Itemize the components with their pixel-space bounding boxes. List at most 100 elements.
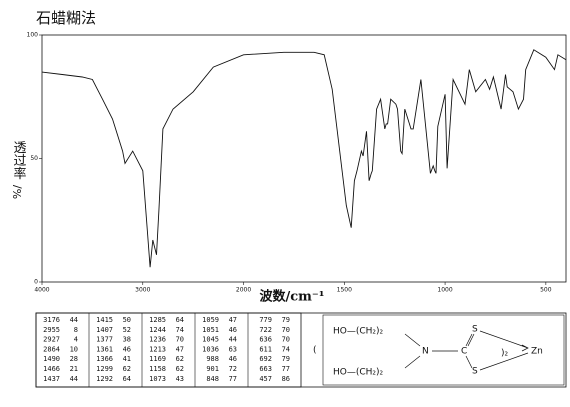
table-wavenumber: 1366 [96, 355, 113, 363]
table-intensity: 43 [176, 375, 184, 383]
table-intensity: 41 [123, 355, 131, 363]
table-intensity: 44 [70, 316, 78, 324]
structure-text: Zn [531, 347, 543, 357]
table-wavenumber: 611 [259, 345, 272, 353]
x-tick-label: 1000 [437, 287, 452, 294]
table-wavenumber: 1466 [43, 365, 60, 373]
table-wavenumber: 1236 [149, 336, 166, 344]
table-wavenumber: 848 [206, 375, 219, 383]
x-tick-label: 1500 [337, 287, 352, 294]
table-intensity: 46 [229, 326, 237, 334]
y-axis-label: 透过率 [11, 141, 27, 180]
table-intensity: 86 [282, 375, 290, 383]
table-wavenumber: 901 [206, 365, 219, 373]
table-wavenumber: 1292 [96, 375, 113, 383]
y-tick-label: 0 [34, 279, 38, 286]
table-intensity: 44 [229, 336, 237, 344]
table-intensity: 46 [229, 355, 237, 363]
table-wavenumber: 779 [259, 316, 272, 324]
structure-text: ( [313, 346, 317, 356]
table-wavenumber: 2927 [43, 336, 60, 344]
spectrum-line [41, 49, 567, 268]
structure-text: S [472, 325, 478, 335]
table-wavenumber: 1059 [202, 316, 219, 324]
table-wavenumber: 1051 [202, 326, 219, 334]
table-wavenumber: 1415 [96, 316, 113, 324]
table-intensity: 62 [123, 365, 131, 373]
table-intensity: 79 [282, 316, 290, 324]
table-intensity: 64 [123, 375, 131, 383]
table-wavenumber: 692 [259, 355, 272, 363]
table-intensity: 28 [70, 355, 78, 363]
table-intensity: 50 [123, 316, 131, 324]
table-wavenumber: 3176 [43, 316, 60, 324]
table-intensity: 62 [176, 355, 184, 363]
y-tick-label: 100 [27, 32, 39, 39]
y-axis-unit: %/ [11, 185, 24, 199]
table-intensity: 10 [70, 345, 78, 353]
table-intensity: 44 [70, 375, 78, 383]
table-intensity: 62 [176, 365, 184, 373]
table-wavenumber: 2955 [43, 326, 60, 334]
table-intensity: 52 [123, 326, 131, 334]
table-wavenumber: 457 [259, 375, 272, 383]
table-intensity: 64 [176, 316, 184, 324]
table-wavenumber: 2864 [43, 345, 60, 353]
plot-frame [41, 34, 567, 283]
table-intensity: 74 [282, 345, 290, 353]
structure-text: HO—(CH₂)₂ [333, 368, 384, 378]
table-intensity: 63 [229, 345, 237, 353]
table-intensity: 8 [74, 326, 78, 334]
table-wavenumber: 1169 [149, 355, 166, 363]
structure-text: S [472, 367, 478, 377]
x-tick-label: 500 [540, 287, 552, 294]
table-intensity: 4 [74, 336, 78, 344]
table-wavenumber: 1073 [149, 375, 166, 383]
table-intensity: 38 [123, 336, 131, 344]
x-axis-label: 波数/cm⁻¹ [260, 289, 325, 305]
table-intensity: 70 [282, 326, 290, 334]
table-wavenumber: 1158 [149, 365, 166, 373]
peak-table-frame [35, 312, 302, 388]
table-wavenumber: 1244 [149, 326, 166, 334]
table-wavenumber: 1407 [96, 326, 113, 334]
table-intensity: 70 [282, 336, 290, 344]
table-intensity: 77 [282, 365, 290, 373]
y-tick-label: 50 [30, 155, 38, 162]
table-wavenumber: 636 [259, 336, 272, 344]
table-intensity: 46 [123, 345, 131, 353]
structure-text: )₂ [501, 349, 509, 359]
table-wavenumber: 988 [206, 355, 219, 363]
table-wavenumber: 1299 [96, 365, 113, 373]
bonds [404, 330, 529, 371]
structure-frame [322, 314, 565, 386]
table-wavenumber: 1213 [149, 345, 166, 353]
table-intensity: 21 [70, 365, 78, 373]
chart-title: 石蜡糊法 [36, 9, 96, 27]
structure-text: HO—(CH₂)₂ [333, 327, 384, 337]
table-wavenumber: 1361 [96, 345, 113, 353]
x-tick-label: 3000 [135, 287, 150, 294]
table-intensity: 70 [176, 336, 184, 344]
table-wavenumber: 722 [259, 326, 272, 334]
structure-text: N [422, 347, 429, 357]
table-wavenumber: 1377 [96, 336, 113, 344]
table-intensity: 47 [229, 316, 237, 324]
table-intensity: 77 [229, 375, 237, 383]
table-wavenumber: 1045 [202, 336, 219, 344]
table-intensity: 47 [176, 345, 184, 353]
x-tick-label: 4000 [34, 287, 49, 294]
x-tick-label: 2000 [236, 287, 251, 294]
table-wavenumber: 1437 [43, 375, 60, 383]
table-intensity: 79 [282, 355, 290, 363]
table-wavenumber: 1285 [149, 316, 166, 324]
structure: ( HO—(CH₂)₂ HO—(CH₂)₂ N C S S )₂ Zn [313, 325, 543, 378]
table-intensity: 72 [229, 365, 237, 373]
table-wavenumber: 1490 [43, 355, 60, 363]
table-wavenumber: 663 [259, 365, 272, 373]
table-wavenumber: 1036 [202, 345, 219, 353]
table-intensity: 74 [176, 326, 184, 334]
structure-text: C [461, 347, 467, 357]
